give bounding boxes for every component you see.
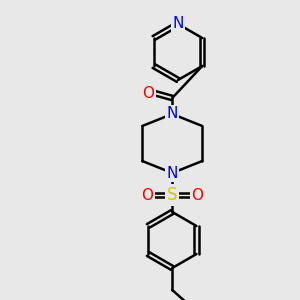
Text: O: O bbox=[191, 188, 203, 202]
Text: N: N bbox=[167, 106, 178, 122]
Text: N: N bbox=[172, 16, 184, 32]
Text: O: O bbox=[141, 188, 153, 202]
Text: O: O bbox=[142, 85, 154, 100]
Text: N: N bbox=[167, 166, 178, 181]
Text: S: S bbox=[167, 186, 178, 204]
